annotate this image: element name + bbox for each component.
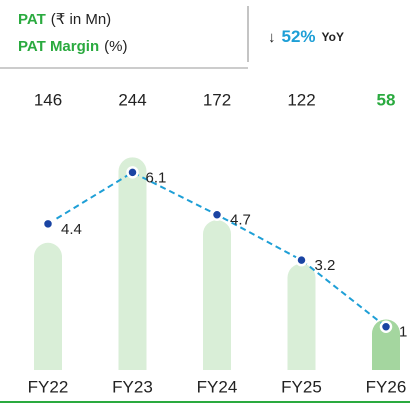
line-value: 3.2 [315,257,336,274]
x-tick-label: FY23 [112,377,153,396]
bar [34,242,62,370]
bar [372,319,401,370]
line-value: 1 [399,324,407,341]
bar-value: 58 [377,90,396,109]
bar-value: 244 [118,90,146,109]
bar-value: 146 [34,90,62,109]
line-label: PAT Margin [18,38,99,55]
bar-label: PAT [18,11,46,28]
change: ↓ 52% YoY [268,27,344,46]
change-value: 52% [282,27,316,46]
change-suffix: YoY [322,30,344,44]
x-tick-label: FY24 [197,377,238,396]
x-tick-label: FY26 [366,377,407,396]
bar [203,220,231,370]
marker [126,166,139,179]
x-tick-label: FY25 [281,377,322,396]
bar [118,157,147,370]
bar-unit: (₹ in Mn) [51,11,111,28]
header-left: PAT Margin (%) [18,38,127,55]
x-tick-label: FY22 [28,377,69,396]
marker [379,320,393,333]
line-value: 4.7 [230,212,251,229]
bar-value: 172 [203,90,231,109]
line-unit: (%) [104,38,127,55]
bar-value: 122 [287,90,315,109]
marker [41,217,55,231]
marker [210,208,224,221]
bar [287,263,316,370]
line-value: 6.1 [146,169,167,186]
change-arrow: ↓ [268,29,276,46]
marker [295,253,308,267]
line-value: 4.4 [61,221,82,238]
header-left: PAT (₹ in Mn) [18,11,111,28]
